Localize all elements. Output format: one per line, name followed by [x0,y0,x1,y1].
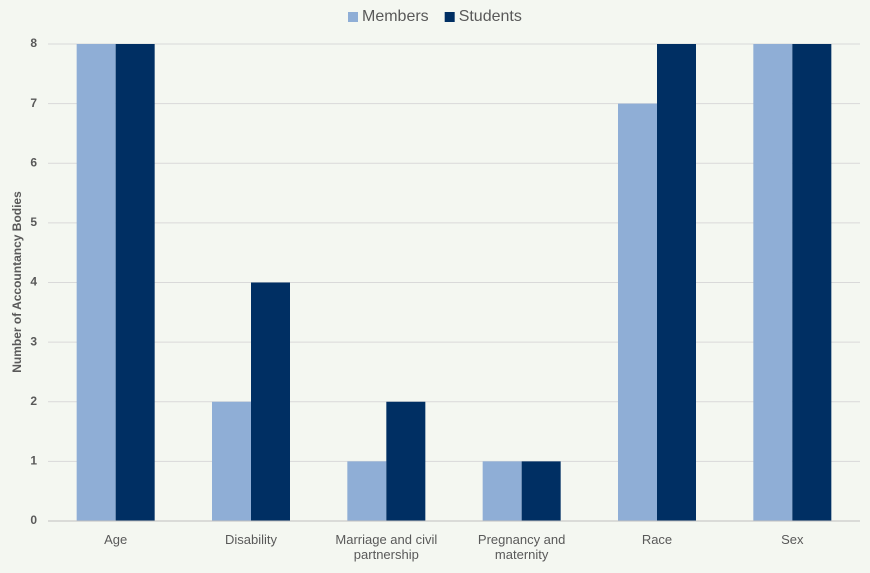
legend-swatch [444,12,455,22]
x-tick-label: Marriage and civil partnership [335,532,438,562]
bar [482,461,522,521]
bar [792,44,832,521]
bar [386,401,426,521]
bar [657,44,696,521]
x-tick-label: Sex [781,532,804,547]
bar [76,44,116,521]
legend-swatch [348,12,358,22]
y-tick-label: 4 [30,275,37,289]
legend-label: Students [459,8,522,25]
bar [115,44,155,521]
y-tick-label: 3 [30,334,37,348]
y-tick-label: 7 [30,96,37,110]
x-tick-label: Race [641,532,673,547]
bar [251,282,290,521]
x-tick-label: Pregnancy and maternity [477,532,566,562]
y-tick-label: 8 [30,36,37,50]
y-tick-label: 2 [30,394,37,408]
bar [347,461,387,521]
y-axis-label: Number of Accountancy Bodies [10,191,24,373]
y-tick-label: 0 [30,513,37,527]
bar [753,44,793,521]
legend-label: Members [362,8,429,25]
y-tick-label: 1 [30,454,37,468]
x-tick-label: Disability [224,532,277,547]
bar [521,461,561,521]
bar [618,103,657,521]
x-tick-label: Age [104,532,128,547]
bar [212,401,251,521]
y-tick-label: 6 [30,155,37,169]
y-tick-label: 5 [30,215,37,229]
